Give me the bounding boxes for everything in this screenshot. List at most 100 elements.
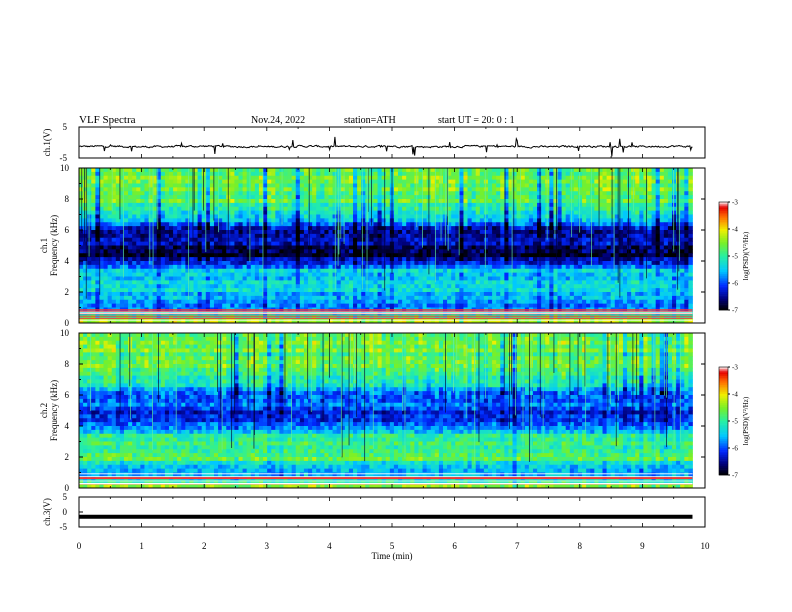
ch1-spectrogram-cell [528,218,534,223]
ch1-spectrogram-cell [508,175,513,181]
ch1-spectrogram-cell [299,272,305,277]
ch1-spectrogram-cell [201,183,207,188]
ch1-spectrogram-cell [332,257,338,262]
ch1-spectrogram-cell [283,237,288,243]
ch1-spectrogram-cell [512,191,518,196]
ch1-spectrogram-cell [594,284,599,289]
ch1-spectrogram-cell [618,272,624,277]
ch1-spectrogram-cell [324,245,329,250]
ch1-spectrogram-cell [103,233,109,239]
ch1-spectrogram-cell [152,187,158,192]
ch1-spectrogram-cell [87,268,92,274]
ch1-spectrogram-cell [402,195,407,200]
ch1-spectrogram-cell [688,222,693,227]
ch1-spectrogram-cell [156,241,162,246]
ch1-spectrogram-cell [279,187,284,192]
ch1-spectrogram-cell [258,249,264,254]
ch1-spectrogram-cell [218,171,223,177]
ch1-spectrogram-cell [586,179,591,184]
ch1-spectrogram-cell [328,272,333,277]
ch1-spectrogram-cell [471,195,477,200]
ch1-spectrogram-cell [586,230,591,235]
ch1-spectrogram-cell [222,199,227,204]
ch1-spectrogram-cell [381,206,387,212]
ch1-spectrogram-cell [263,237,268,243]
ch1-spectrogram-cell [254,230,260,235]
ch1-spectrogram-cell [344,276,350,281]
ch1-spectrogram-cell [177,230,182,235]
ch1-spectrogram-cell [316,280,321,285]
ch1-spectrogram-cell [508,264,513,270]
ch1-spectrogram-cell [185,206,190,212]
ch1-spectrogram-cell [132,230,137,235]
ch1-spectrogram-cell [573,264,579,270]
ch1-spectrogram-cell [651,214,657,219]
ch1-spectrogram-cell [471,280,477,285]
ch1-spectrogram-cell [438,245,444,250]
ch1-spectrogram-cell [156,230,162,235]
ch1-spectrogram-cell [279,257,284,262]
ch1-spectrogram-cell [242,261,248,266]
ch1-spectrogram-cell [361,230,366,235]
ch1-spectrogram-cell [381,214,387,219]
ch1-spectrogram-cell [385,168,391,173]
ch1-spectrogram-cell [381,191,387,196]
ch1-spectrogram-cell [299,202,305,208]
ch1-spectrogram-cell [111,226,117,231]
ch1-spectrogram-cell [487,268,493,274]
ch1-spectrogram-cell [655,257,661,262]
ch1-spectrogram-cell [553,249,558,254]
ch1-spectrogram-cell [635,268,640,274]
ch1-spectrogram-cell [246,206,252,212]
ch1-spectrogram-cell [667,280,673,285]
ch1-spectrogram-cell [83,206,88,212]
ch1-spectrogram-cell [238,241,243,246]
ch1-spectrogram-cell [541,210,546,215]
ch1-spectrogram-cell [516,230,522,235]
ch1-spectrogram-cell [218,241,223,246]
ch1-spectrogram-cell [398,218,403,223]
ch1-spectrogram-cell [483,168,489,173]
ch1-spectrogram-cell [680,218,685,223]
ch1-spectrogram-cell [594,206,599,212]
ch1-spectrogram-cell [328,191,333,196]
ch1-spectrogram-cell [168,175,174,181]
ch1-spectrogram-cell [91,183,96,188]
ch1-spectrogram-cell [291,175,297,181]
ch1-spectrogram-cell [185,276,190,281]
ch1-spectrogram-cell [602,249,607,254]
ch1-spectrogram-cell [475,253,481,258]
ch1-spectrogram-cell [140,253,145,258]
ch1-spectrogram-cell [136,264,141,270]
ch1-spectrogram-cell [332,171,338,177]
ch1-spectrogram-cell [434,175,440,181]
ch1-spectrogram-cell [406,226,411,231]
ch1-spectrogram-cell [185,199,190,204]
ch1-spectrogram-cell [353,288,358,293]
ch1-spectrogram-cell [524,276,530,281]
ch1-spectrogram-cell [463,226,468,231]
ch1-spectrogram-cell [537,187,542,192]
ch1-spectrogram-cell [140,264,145,270]
ch1-spectrogram-cell [622,284,628,289]
ch1-spectrogram-cell [136,268,141,274]
ch1-spectrogram-cell [463,280,468,285]
ch1-spectrogram-cell [459,206,464,212]
ch1-spectrogram-cell [79,206,84,212]
ch1-spectrogram-cell [487,195,493,200]
ch1-spectrogram-cell [320,272,325,277]
ch1-spectrogram-cell [459,191,464,196]
ch1-spectrogram-cell [618,261,624,266]
ch1-spectrogram-cell [406,222,411,227]
ch1-spectrogram-cell [606,199,612,204]
ch1-spectrogram-cell [160,214,166,219]
ch1-spectrogram-cell [316,195,321,200]
ch1-spectrogram-cell [111,276,117,281]
ch1-spectrogram-cell [418,187,423,192]
ch1-spectrogram-cell [667,253,673,258]
ch1-spectrogram-cell [128,179,133,184]
ch1-spectrogram-cell [434,284,440,289]
ch1-spectrogram-cell [398,264,403,270]
ch1-spectrogram-cell [95,171,100,177]
ch1-spectrogram-cell [516,210,522,215]
